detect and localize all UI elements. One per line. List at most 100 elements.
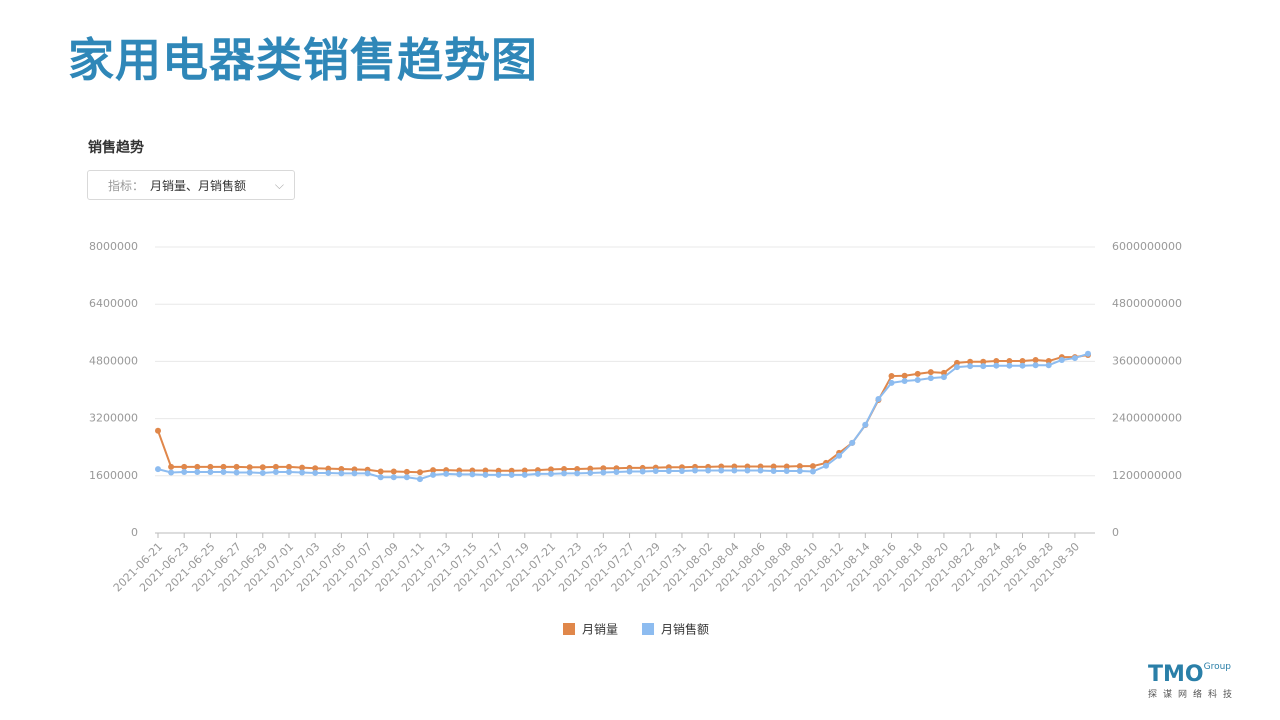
point: [259, 469, 266, 476]
point: [547, 470, 554, 477]
point: [823, 462, 830, 469]
point: [587, 469, 594, 476]
point: [285, 463, 292, 470]
point: [901, 372, 908, 379]
point: [1045, 362, 1052, 369]
point: [299, 464, 306, 471]
filter-dropdown[interactable]: 指标： 月销量、月销售额 ⌵: [87, 170, 295, 200]
point: [927, 369, 934, 376]
point: [482, 467, 489, 474]
point: [1032, 356, 1039, 363]
point: [285, 468, 292, 475]
logo-brand: TMO: [1148, 662, 1204, 687]
point: [770, 463, 777, 470]
section-title: 销售趋势: [88, 140, 144, 156]
point: [940, 369, 947, 376]
point: [155, 427, 161, 434]
point: [1058, 356, 1065, 363]
point: [796, 468, 803, 475]
point: [338, 466, 345, 473]
point: [954, 364, 961, 371]
point: [325, 469, 332, 476]
point: [574, 470, 581, 477]
point: [364, 470, 371, 477]
point: [875, 396, 882, 403]
point: [744, 467, 751, 474]
point: [836, 452, 843, 459]
filter-label: 指标：: [108, 179, 145, 193]
point: [809, 468, 816, 475]
point: [600, 469, 607, 476]
point: [207, 463, 214, 470]
point: [155, 466, 161, 473]
dropdown-arrow: ⌵: [274, 178, 284, 192]
y-tick-label: 6400000: [89, 297, 138, 310]
point: [325, 465, 332, 472]
point: [678, 468, 685, 475]
point: [246, 464, 253, 471]
point: [705, 467, 712, 474]
point: [770, 468, 777, 475]
point: [587, 465, 594, 472]
point: [574, 466, 581, 473]
point: [547, 466, 554, 473]
point: [299, 469, 306, 476]
point: [390, 468, 397, 475]
legend-swatch: [563, 623, 575, 635]
point: [914, 370, 921, 377]
point: [338, 470, 345, 477]
point: [312, 465, 319, 472]
point: [1006, 358, 1013, 365]
point: [613, 468, 620, 475]
point: [521, 471, 528, 478]
point: [757, 467, 764, 474]
point: [1006, 362, 1013, 369]
point: [1019, 362, 1026, 369]
point: [181, 463, 188, 470]
point: [980, 363, 987, 370]
y2-tick-label: 4800000000: [1112, 297, 1182, 310]
point: [233, 463, 240, 470]
point: [220, 468, 227, 475]
point: [351, 470, 358, 477]
point: [416, 476, 423, 483]
point: [849, 439, 856, 446]
point: [482, 471, 489, 478]
point: [1085, 350, 1091, 357]
point: [1032, 362, 1039, 369]
page-title: 家用电器类销售趋势图: [68, 33, 538, 87]
point: [718, 467, 725, 474]
point: [626, 468, 633, 475]
y-tick-label: 1600000: [89, 469, 138, 482]
y-tick-label: 4800000: [89, 354, 138, 367]
point: [809, 463, 816, 470]
point: [377, 474, 384, 481]
point: [783, 463, 790, 470]
point: [980, 358, 987, 365]
point: [993, 358, 1000, 365]
point: [561, 466, 568, 473]
point: [469, 471, 476, 478]
point: [390, 474, 397, 481]
filter-value: 月销量、月销售额: [150, 179, 247, 193]
point: [430, 471, 437, 478]
point: [534, 470, 541, 477]
point: [456, 471, 463, 478]
point: [901, 377, 908, 384]
point: [731, 467, 738, 474]
point: [168, 463, 175, 470]
logo: TMOGroup 探谋网络科技: [1148, 662, 1238, 700]
point: [377, 468, 384, 475]
point: [665, 468, 672, 475]
point: [888, 379, 895, 386]
y2-tick-label: 6000000000: [1112, 240, 1182, 253]
point: [692, 467, 699, 474]
point: [430, 467, 437, 474]
y2-tick-label: 2400000000: [1112, 412, 1182, 425]
point: [561, 470, 568, 477]
point: [796, 463, 803, 470]
y-tick-label: 0: [131, 526, 138, 539]
point: [967, 363, 974, 370]
